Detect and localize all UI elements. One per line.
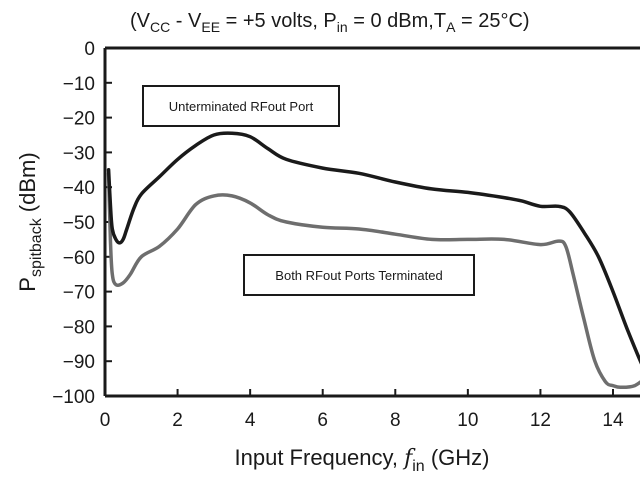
chart-title: (VCC - VEE = +5 volts, Pin = 0 dBm,TA = …	[130, 10, 530, 35]
y-tick-label: 0	[84, 39, 95, 60]
y-tick-label: −20	[63, 109, 95, 130]
y-tick-label: −10	[63, 74, 95, 95]
x-tick-label: 6	[317, 410, 328, 431]
y-tick-label: −70	[63, 283, 95, 304]
annotation-unterminated-box	[142, 85, 340, 127]
x-tick-label: 4	[245, 410, 256, 431]
x-tick-label: 12	[530, 410, 551, 431]
y-tick-label: −90	[63, 352, 95, 373]
x-axis-title: Input Frequency, fin (GHz)	[235, 445, 490, 475]
x-tick-label: 10	[457, 410, 478, 431]
series-layer	[106, 131, 640, 390]
series-line-terminated	[106, 171, 640, 390]
annotation-unterminated-label: Unterminated RFout Port	[169, 99, 314, 114]
annotation-terminated-box	[243, 254, 475, 296]
y-tick-label: −30	[63, 143, 95, 164]
y-tick-label: −80	[63, 317, 95, 338]
x-tick-label: 14	[602, 410, 624, 431]
y-tick-label: −40	[63, 178, 95, 199]
y-tick-label: −50	[63, 213, 95, 234]
annotation-terminated: Both RFout Ports Terminated	[243, 254, 475, 296]
x-tick-label: 8	[390, 410, 401, 431]
y-axis-ticks: 0 −10 −20 −30 −40 −50 −60 −70 −80 −90 −100	[52, 39, 112, 408]
y-tick-label: −100	[52, 387, 95, 408]
x-tick-label: 2	[172, 410, 183, 431]
annotation-unterminated: Unterminated RFout Port	[142, 85, 340, 127]
y-axis-title: Pspitback (dBm)	[15, 152, 45, 291]
series-line-unterminated	[106, 131, 640, 365]
x-axis-ticks: 0 2 4 6 8 10 12 14	[100, 389, 624, 431]
annotation-terminated-label: Both RFout Ports Terminated	[275, 268, 442, 283]
x-tick-label: 0	[100, 410, 111, 431]
y-tick-label: −60	[63, 248, 95, 269]
